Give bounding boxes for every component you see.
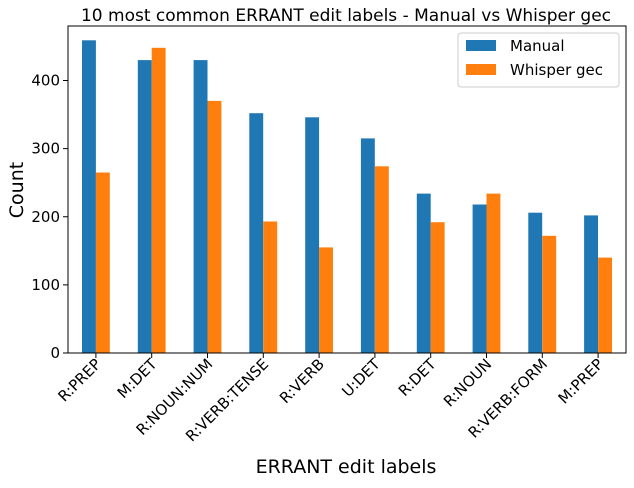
- chart-title: 10 most common ERRANT edit labels - Manu…: [81, 6, 611, 26]
- x-tick-label: R:VERB: [276, 355, 328, 407]
- y-tick-label: 400: [31, 72, 60, 90]
- y-axis-label: Count: [6, 162, 28, 218]
- legend-box: [457, 32, 620, 88]
- bar-whisper-gec-8: [542, 235, 557, 353]
- bar-manual-8: [528, 212, 543, 353]
- bar-whisper-gec-6: [430, 222, 445, 353]
- x-tick-label: R:DET: [395, 355, 440, 400]
- bar-whisper-gec-7: [486, 193, 501, 353]
- legend-swatch-whisper-gec: [466, 64, 496, 75]
- legend-label-whisper-gec: Whisper gec: [510, 61, 603, 79]
- bar-whisper-gec-5: [374, 166, 389, 353]
- plot-frame: [67, 25, 627, 354]
- y-axis: 0 100 200 300 400: [31, 72, 68, 362]
- bar-whisper-gec-4: [319, 247, 333, 353]
- bar-manual-9: [584, 215, 598, 353]
- bar-whisper-gec-3: [263, 221, 278, 353]
- x-tick-label: R:PREP: [55, 355, 105, 405]
- bar-manual-0: [82, 40, 96, 354]
- x-tick-label: U:DET: [338, 355, 384, 401]
- x-axis-label: ERRANT edit labels: [256, 456, 437, 478]
- bar-whisper-gec-9: [598, 257, 612, 353]
- y-tick-label: 0: [50, 344, 60, 362]
- bar-manual-6: [416, 193, 431, 353]
- bar-manual-1: [137, 60, 152, 353]
- y-tick-label: 200: [31, 208, 60, 226]
- x-tick-label: R:NOUN: [440, 355, 495, 410]
- legend-swatch-manual: [466, 40, 496, 51]
- bar-manual-7: [472, 204, 487, 353]
- bar-manual-4: [305, 117, 320, 353]
- bar-manual-3: [249, 113, 264, 353]
- x-tick-label: M:DET: [114, 355, 161, 402]
- y-tick-label: 300: [31, 140, 60, 158]
- bar-manual-2: [193, 60, 208, 353]
- bar-whisper-gec-2: [207, 100, 222, 354]
- bar-whisper-gec-0: [95, 172, 110, 353]
- x-tick-label: M:PREP: [555, 355, 607, 407]
- y-tick-label: 100: [31, 276, 60, 294]
- legend: Manual Whisper gec: [457, 32, 620, 88]
- bar-whisper-gec-1: [151, 47, 166, 354]
- legend-label-manual: Manual: [510, 37, 565, 55]
- bars-layer: [82, 40, 612, 354]
- bar-manual-5: [360, 138, 375, 353]
